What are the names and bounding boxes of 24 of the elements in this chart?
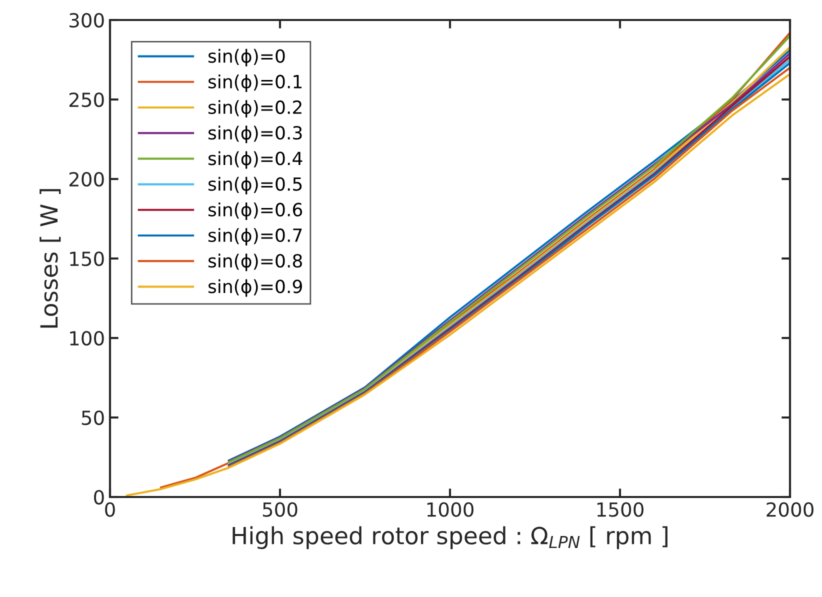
legend-label: sin(ϕ)=0.3 [208, 126, 302, 144]
legend-label: sin(ϕ)=0.4 [208, 151, 302, 169]
legend-label: sin(ϕ)=0.9 [208, 279, 302, 297]
x-tick-label: 2000 [766, 502, 814, 517]
legend-label: sin(ϕ)=0.5 [208, 176, 302, 194]
x-axis-title: High speed rotor speed : Ω$_{LPN}$ [ rpm ] [232, 526, 668, 550]
y-tick-label: 100 [70, 330, 104, 346]
y-axis-title: Losses [ W ] [40, 189, 61, 328]
x-tick-label: 0 [105, 502, 115, 517]
legend-label: sin(ϕ)=0.1 [208, 74, 302, 92]
y-tick-label: 300 [70, 12, 104, 28]
y-tick-label: 0 [94, 490, 104, 505]
legend-label: sin(ϕ)=0 [208, 48, 285, 66]
legend-label: sin(ϕ)=0.6 [208, 202, 302, 220]
legend-label: sin(ϕ)=0.8 [208, 254, 302, 272]
x-tick-label: 500 [262, 502, 298, 517]
legend-label: sin(ϕ)=0.7 [208, 228, 302, 246]
x-tick-label: 1000 [427, 502, 474, 517]
y-tick-label: 250 [69, 92, 104, 108]
y-tick-label: 50 [82, 410, 104, 426]
legend-label: sin(ϕ)=0.2 [208, 100, 302, 118]
y-tick-label: 200 [69, 172, 104, 187]
y-tick-label: 150 [70, 251, 104, 266]
x-tick-label: 1500 [597, 502, 644, 517]
